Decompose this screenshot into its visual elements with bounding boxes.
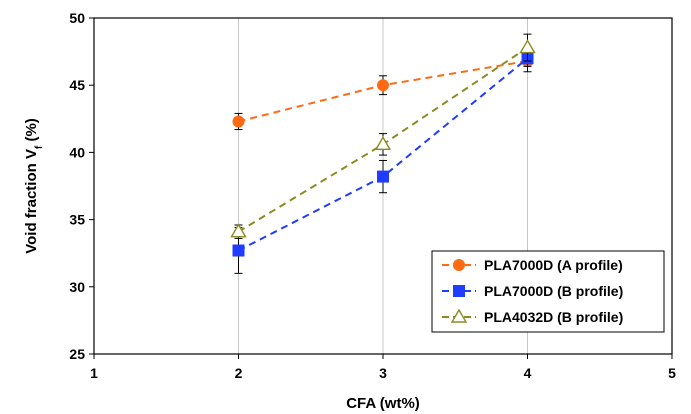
- series-layer: [230, 33, 536, 274]
- y-axis-label-suffix: (%): [23, 118, 40, 146]
- legend-item: PLA7000D (B profile): [442, 283, 623, 299]
- y-tick-label: 50: [69, 10, 85, 26]
- series-3: [230, 33, 536, 239]
- data-point: [374, 135, 392, 151]
- x-axis-label: CFA (wt%): [346, 395, 420, 412]
- legend-marker: [450, 308, 468, 323]
- y-tick-label: 35: [69, 212, 85, 228]
- data-point: [230, 223, 247, 238]
- y-tick-label: 40: [69, 144, 85, 160]
- legend-label: PLA4032D (B profile): [484, 309, 623, 325]
- x-tick-label: 5: [668, 365, 676, 381]
- legend-item: PLA7000D (A profile): [442, 257, 623, 273]
- x-axis-ticks: 1 2 3 4 5: [90, 354, 676, 381]
- legend-label: PLA7000D (A profile): [484, 257, 623, 273]
- legend-marker: [453, 285, 465, 297]
- x-tick-label: 4: [524, 365, 532, 381]
- data-point: [232, 115, 245, 128]
- legend-item: PLA4032D (B profile): [442, 308, 623, 325]
- y-axis-label-main: Void fraction V: [23, 149, 40, 254]
- y-axis-label: Void fraction Vf (%): [23, 118, 45, 254]
- data-point: [377, 170, 389, 183]
- x-tick-label: 1: [90, 365, 98, 381]
- x-tick-label: 2: [235, 365, 243, 381]
- data-point: [232, 244, 245, 257]
- y-tick-label: 30: [69, 279, 85, 295]
- data-point: [377, 79, 389, 92]
- x-tick-label: 3: [379, 365, 387, 381]
- legend: PLA7000D (A profile) PLA7000D (B profile)…: [431, 250, 665, 333]
- y-axis-label-subscript: f: [34, 145, 45, 149]
- data-point: [519, 39, 536, 54]
- legend-label: PLA7000D (B profile): [484, 283, 623, 299]
- y-axis-ticks: 25 30 35 40 45 50: [69, 10, 94, 362]
- y-tick-label: 25: [69, 346, 85, 362]
- y-tick-label: 45: [69, 77, 85, 93]
- legend-marker: [453, 259, 465, 271]
